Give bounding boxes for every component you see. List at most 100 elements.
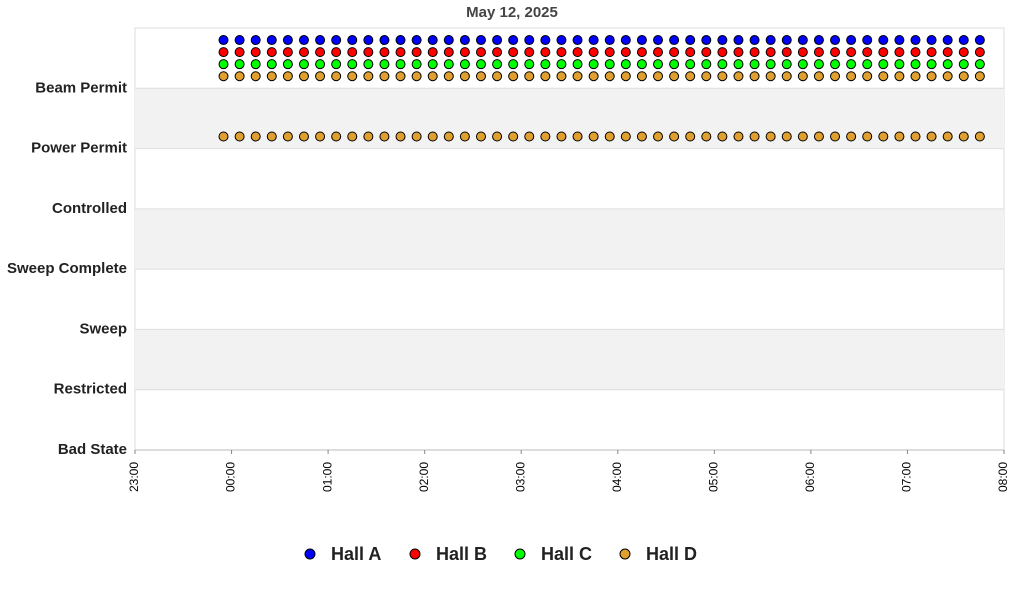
point — [411, 59, 422, 70]
point — [250, 59, 261, 70]
y-tick-label: Controlled — [52, 200, 127, 217]
point — [282, 71, 293, 82]
point — [379, 59, 390, 70]
point — [894, 71, 905, 82]
point — [427, 35, 438, 46]
point — [701, 59, 712, 70]
point — [508, 71, 519, 82]
point — [282, 47, 293, 58]
point — [749, 59, 760, 70]
point — [556, 59, 567, 70]
point — [363, 71, 374, 82]
point — [830, 47, 841, 58]
point — [266, 47, 277, 58]
point — [685, 35, 696, 46]
point — [620, 35, 631, 46]
point — [733, 131, 744, 142]
point — [942, 47, 953, 58]
point — [298, 47, 309, 58]
point — [701, 71, 712, 82]
point — [492, 131, 503, 142]
point — [524, 131, 535, 142]
point — [508, 131, 519, 142]
point — [508, 47, 519, 58]
y-tick-label: Beam Permit — [35, 79, 127, 96]
point — [572, 59, 583, 70]
point — [572, 131, 583, 142]
point — [781, 59, 792, 70]
point — [894, 59, 905, 70]
point — [459, 47, 470, 58]
point — [620, 59, 631, 70]
point — [717, 47, 728, 58]
point — [813, 47, 824, 58]
point — [443, 35, 454, 46]
band — [135, 329, 1004, 390]
x-tick-label: 06:00 — [803, 462, 817, 492]
point — [781, 47, 792, 58]
point — [572, 35, 583, 46]
point — [443, 59, 454, 70]
point — [331, 59, 342, 70]
point — [765, 71, 776, 82]
legend-label: Hall A — [331, 544, 381, 564]
legend-marker — [409, 548, 421, 560]
y-tick-label: Bad State — [58, 441, 127, 458]
point — [411, 35, 422, 46]
point — [315, 59, 326, 70]
point — [830, 71, 841, 82]
point — [218, 71, 229, 82]
point — [926, 59, 937, 70]
point — [926, 35, 937, 46]
legend-label: Hall B — [436, 544, 487, 564]
point — [669, 35, 680, 46]
point — [958, 47, 969, 58]
point — [717, 59, 728, 70]
point — [685, 71, 696, 82]
legend-label: Hall C — [541, 544, 592, 564]
point — [685, 47, 696, 58]
point — [813, 35, 824, 46]
point — [282, 131, 293, 142]
point — [878, 59, 889, 70]
point — [331, 35, 342, 46]
point — [620, 47, 631, 58]
point — [620, 71, 631, 82]
point — [717, 71, 728, 82]
point — [250, 131, 261, 142]
point — [492, 35, 503, 46]
point — [379, 35, 390, 46]
point — [717, 35, 728, 46]
point — [942, 59, 953, 70]
point — [315, 71, 326, 82]
point — [508, 59, 519, 70]
point — [234, 47, 245, 58]
point — [781, 71, 792, 82]
point — [974, 71, 985, 82]
point — [942, 131, 953, 142]
point — [878, 47, 889, 58]
point — [250, 47, 261, 58]
point — [636, 35, 647, 46]
point — [395, 131, 406, 142]
point — [765, 131, 776, 142]
point — [974, 59, 985, 70]
point — [363, 47, 374, 58]
point — [669, 59, 680, 70]
point — [749, 35, 760, 46]
point — [653, 59, 664, 70]
point — [556, 47, 567, 58]
point — [910, 47, 921, 58]
point — [974, 47, 985, 58]
point — [266, 35, 277, 46]
point — [910, 71, 921, 82]
point — [395, 47, 406, 58]
point — [379, 131, 390, 142]
point — [266, 71, 277, 82]
point — [974, 35, 985, 46]
point — [459, 71, 470, 82]
point — [588, 131, 599, 142]
point — [685, 59, 696, 70]
point — [604, 35, 615, 46]
